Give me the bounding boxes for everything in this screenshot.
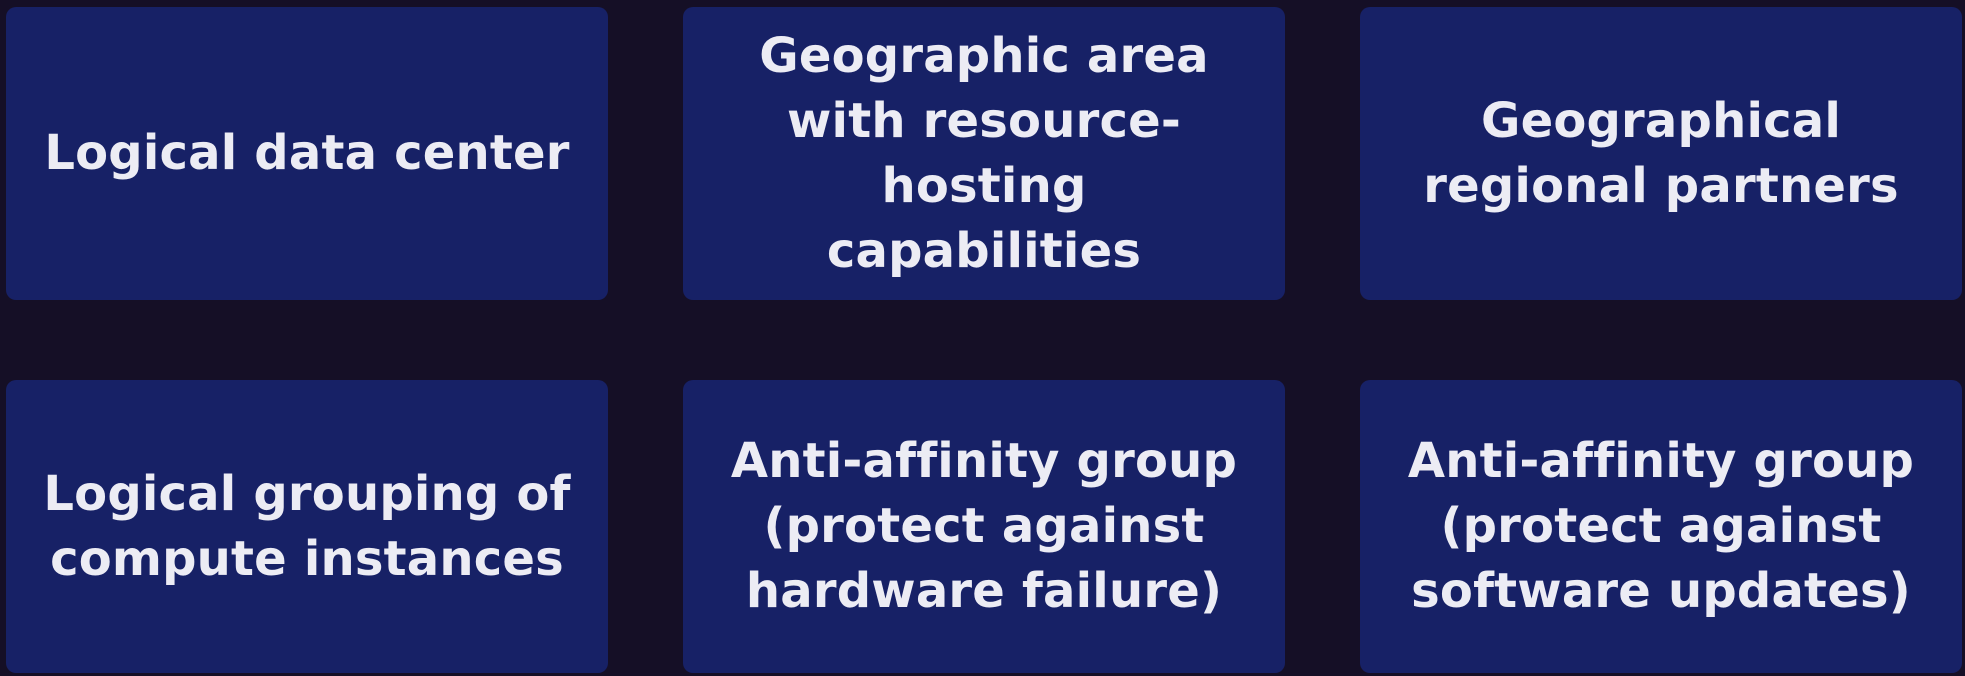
answer-card-logical-data-center[interactable]: Logical data center [6, 7, 608, 300]
card-label: Logical data center [44, 125, 570, 181]
card-label: Geographic area with resource-hosting ca… [759, 27, 1209, 279]
answer-card-logical-grouping[interactable]: Logical grouping of compute instances [6, 380, 608, 673]
answer-card-geographic-area[interactable]: Geographic area with resource-hosting ca… [683, 7, 1285, 300]
answer-card-anti-affinity-software[interactable]: Anti-affinity group (protect against sof… [1360, 380, 1962, 673]
card-label: Anti-affinity group (protect against har… [730, 433, 1238, 619]
answer-card-anti-affinity-hardware[interactable]: Anti-affinity group (protect against har… [683, 380, 1285, 673]
answer-card-geographical-regional-partners[interactable]: Geographical regional partners [1360, 7, 1962, 300]
card-label: Geographical regional partners [1423, 92, 1899, 214]
card-label: Anti-affinity group (protect against sof… [1407, 433, 1915, 619]
card-label: Logical grouping of compute instances [43, 465, 571, 587]
